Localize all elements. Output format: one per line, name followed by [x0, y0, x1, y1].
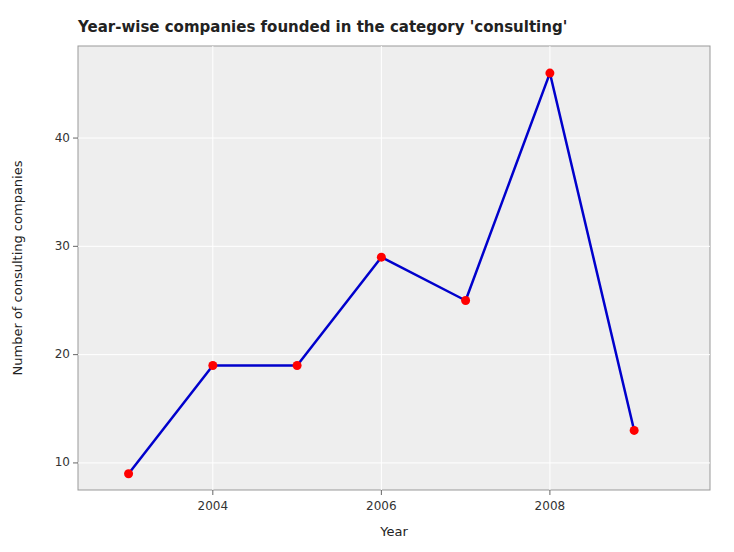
point — [545, 69, 554, 78]
y-axis-label: Number of consulting companies — [10, 160, 25, 375]
point — [377, 253, 386, 262]
point — [208, 361, 217, 370]
tick-label: 20 — [55, 347, 70, 361]
chart-container: 10 20 30 40 2004 2006 2008 Year-wise companies … — [0, 0, 734, 552]
tick-label: 2008 — [535, 499, 566, 513]
grid-line — [549, 46, 550, 490]
tick-mark — [549, 490, 550, 495]
point — [124, 469, 133, 478]
grid-line — [78, 462, 710, 463]
tick-label: 10 — [55, 455, 70, 469]
chart: 10 20 30 40 2004 2006 2008 Year-wise companies … — [0, 0, 734, 552]
tick-mark — [73, 462, 78, 463]
grid-line — [381, 46, 382, 490]
plot-area — [78, 46, 710, 490]
tick-mark — [73, 354, 78, 355]
tick-label: 40 — [55, 131, 70, 145]
tick-label: 30 — [55, 239, 70, 253]
axes: 10 20 30 40 2004 2006 2008 — [55, 131, 565, 513]
point — [630, 426, 639, 435]
tick-label: 2004 — [198, 499, 229, 513]
tick-mark — [381, 490, 382, 495]
data — [124, 69, 639, 479]
grid-line — [78, 246, 710, 247]
grid-line — [78, 138, 710, 139]
grid — [78, 46, 710, 490]
tick-label: 2006 — [366, 499, 397, 513]
tick-mark — [212, 490, 213, 495]
tick-mark — [73, 246, 78, 247]
point — [461, 296, 470, 305]
grid-line — [212, 46, 213, 490]
line — [129, 73, 635, 474]
title: Year-wise companies founded in the categ… — [77, 18, 567, 36]
point — [293, 361, 302, 370]
tick-mark — [73, 138, 78, 139]
x-axis-label: Year — [379, 524, 408, 539]
